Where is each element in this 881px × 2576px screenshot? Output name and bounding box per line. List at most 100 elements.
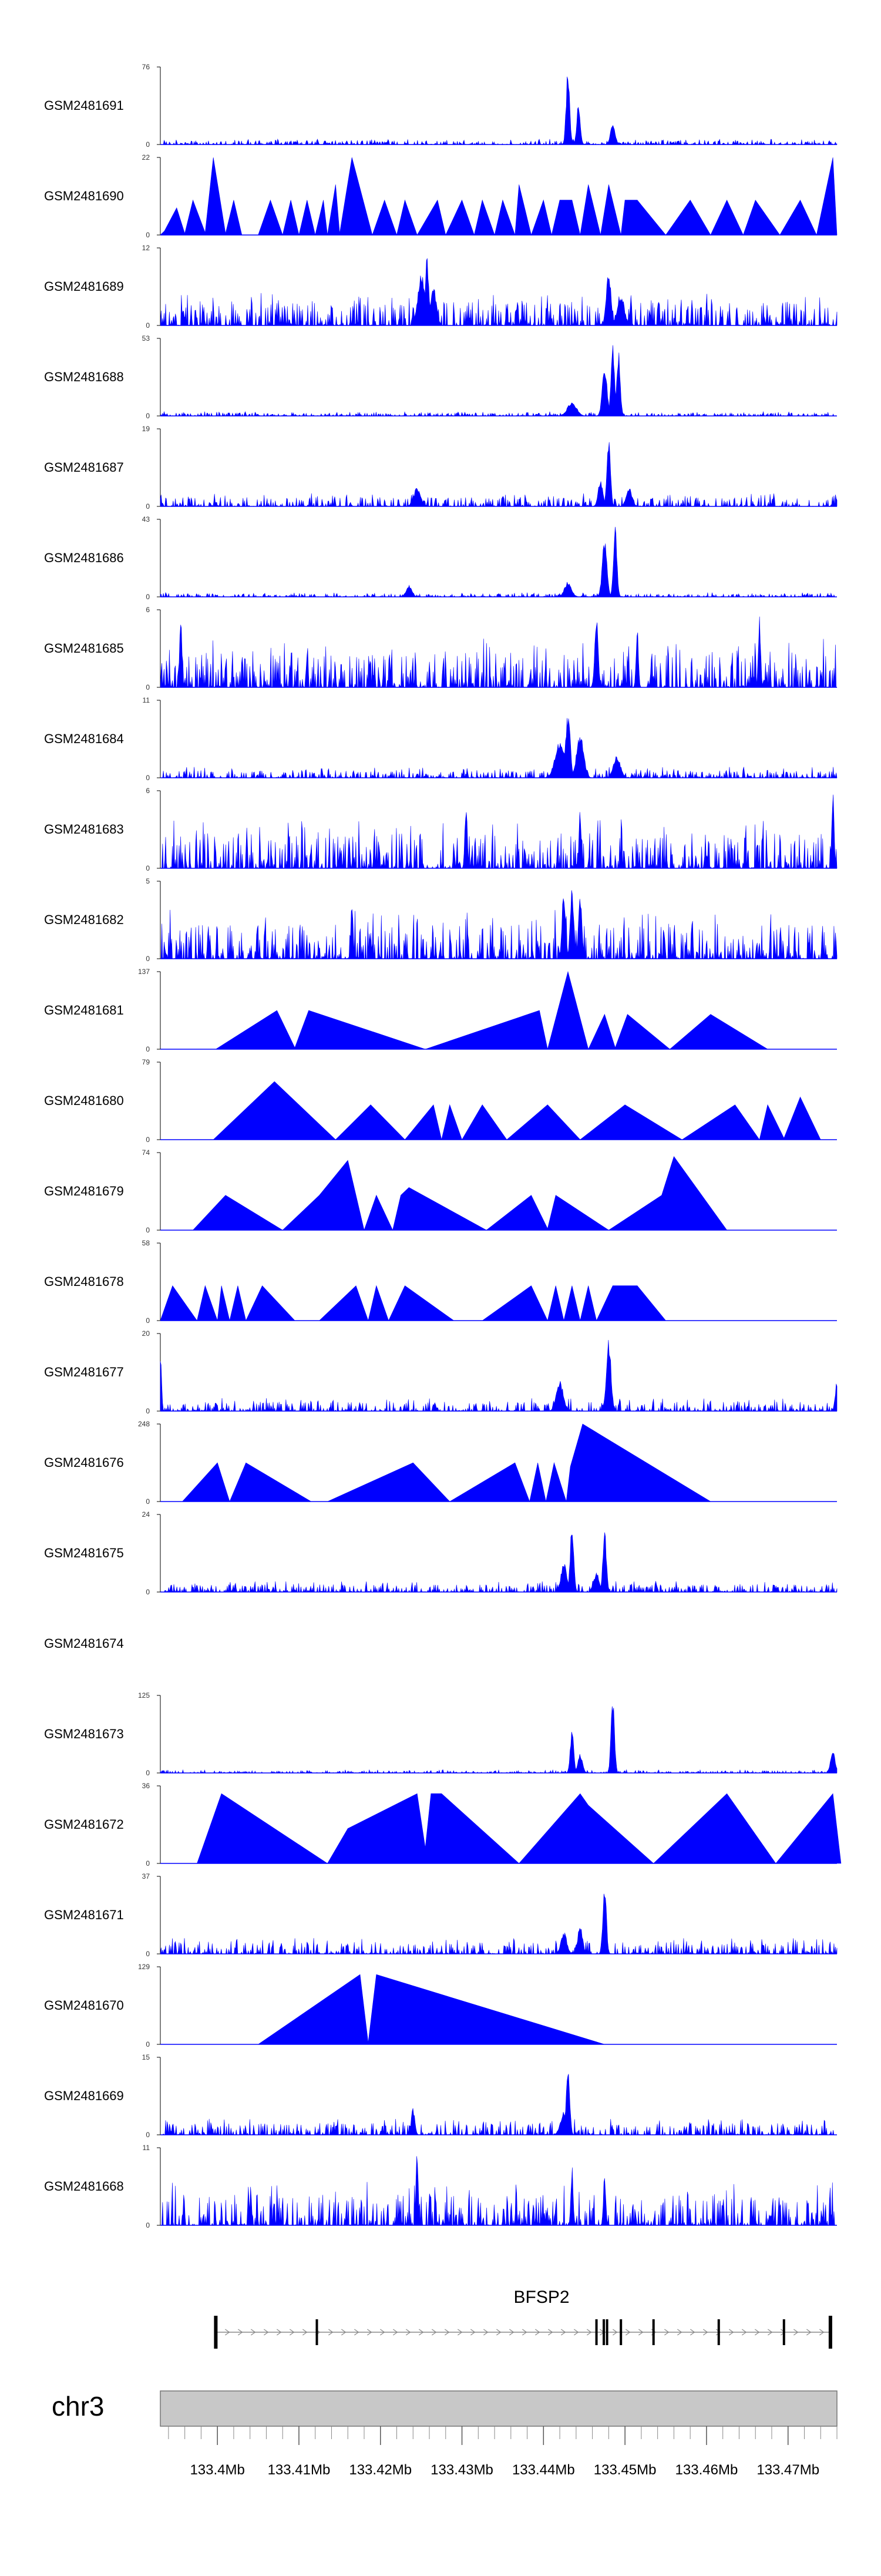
- strand-arrow: [445, 2329, 450, 2336]
- track-label: GSM2481687: [44, 460, 124, 475]
- coverage-area: [257, 1974, 605, 2045]
- track-GSM2481691: GSM2481691 76 0: [44, 63, 838, 149]
- track-GSM2481681: GSM2481681 137 0: [44, 968, 837, 1053]
- track-label: GSM2481673: [44, 1727, 124, 1741]
- y-tick-max-label: 22: [142, 153, 150, 162]
- strand-arrow: [302, 2329, 308, 2336]
- y-tick-min-label: 0: [146, 1950, 150, 1958]
- strand-arrow: [561, 2329, 566, 2336]
- strand-arrow: [277, 2329, 282, 2336]
- track-label: GSM2481691: [44, 98, 124, 113]
- gene-exon: [828, 2316, 832, 2349]
- y-tick-max-label: 20: [142, 1329, 150, 1338]
- strand-arrow: [483, 2329, 489, 2336]
- strand-arrow: [677, 2329, 682, 2336]
- track-GSM2481682: GSM2481682 5 0: [44, 877, 838, 963]
- y-tick-max-label: 11: [143, 696, 150, 704]
- y-tick-min-label: 0: [146, 1045, 150, 1053]
- y-tick-min-label: 0: [146, 412, 150, 420]
- y-tick-max-label: 76: [142, 63, 150, 71]
- strand-arrow: [470, 2329, 476, 2336]
- track-GSM2481673: GSM2481673 125 0: [44, 1691, 838, 1777]
- strand-arrow: [638, 2329, 644, 2336]
- track-GSM2481686: GSM2481686 43 0: [44, 515, 837, 601]
- coverage-area: [160, 258, 838, 327]
- x-tick-label: 133.41Mb: [268, 2462, 331, 2478]
- gene-exon: [717, 2319, 720, 2345]
- track-label: GSM2481672: [44, 1817, 124, 1832]
- track-label: GSM2481676: [44, 1455, 124, 1470]
- y-tick-min-label: 0: [146, 683, 150, 691]
- gene-exon: [603, 2319, 606, 2345]
- y-tick-min-label: 0: [146, 2221, 150, 2229]
- track-label: GSM2481677: [44, 1365, 124, 1379]
- track-label: GSM2481680: [44, 1093, 124, 1108]
- gene-name: BFSP2: [514, 2288, 570, 2307]
- y-tick-min-label: 0: [146, 1497, 150, 1506]
- track-GSM2481677: GSM2481677 20 0: [44, 1329, 838, 1415]
- x-tick-label: 133.4Mb: [190, 2462, 244, 2478]
- coverage-area: [160, 442, 838, 508]
- track-label: GSM2481682: [44, 912, 124, 927]
- coverage-area: [160, 1285, 702, 1322]
- strand-arrow: [354, 2329, 359, 2336]
- track-GSM2481683: GSM2481683 6 0: [44, 787, 838, 872]
- track-label: GSM2481683: [44, 822, 124, 837]
- coverage-area: [160, 616, 838, 688]
- track-label: GSM2481670: [44, 1998, 124, 2013]
- strand-arrow: [406, 2329, 411, 2336]
- gene-exon: [606, 2319, 608, 2345]
- gene-exon: [652, 2319, 655, 2345]
- track-GSM2481671: GSM2481671 37 0: [44, 1872, 838, 1958]
- y-tick-max-label: 79: [142, 1058, 150, 1066]
- y-tick-max-label: 37: [142, 1872, 150, 1880]
- strand-arrow: [664, 2329, 670, 2336]
- genome-axis-track: chr3 133.4Mb 133.41Mb 133.42Mb 133.43Mb 133.4…: [52, 2390, 838, 2478]
- y-tick-min-label: 0: [146, 774, 150, 782]
- strand-arrow: [458, 2329, 463, 2336]
- x-tick-label: 133.44Mb: [512, 2462, 575, 2478]
- coverage-area: [192, 1156, 728, 1231]
- track-GSM2481675: GSM2481675 24 0: [44, 1510, 838, 1596]
- coverage-area: [215, 970, 769, 1050]
- track-GSM2481678: GSM2481678 58 0: [44, 1239, 837, 1325]
- track-label: GSM2481675: [44, 1546, 124, 1560]
- track-GSM2481687: GSM2481687 19 0: [44, 425, 838, 511]
- y-tick-max-label: 137: [138, 968, 150, 976]
- y-tick-min-label: 0: [146, 593, 150, 601]
- coverage-area: [181, 1423, 711, 1503]
- y-tick-min-label: 0: [146, 140, 150, 149]
- strand-arrow: [613, 2329, 618, 2336]
- coverage-area: [160, 157, 838, 236]
- coverage-area: [160, 345, 837, 417]
- y-tick-min-label: 0: [146, 1316, 150, 1325]
- track-GSM2481679: GSM2481679 74 0: [44, 1148, 837, 1234]
- y-tick-max-label: 36: [142, 1782, 150, 1790]
- track-label: GSM2481686: [44, 550, 124, 565]
- coverage-area: [160, 718, 838, 779]
- chromosome-label: chr3: [52, 2391, 104, 2421]
- strand-arrow: [393, 2329, 398, 2336]
- track-label: GSM2481688: [44, 370, 124, 384]
- strand-arrow: [729, 2329, 734, 2336]
- coverage-area: [160, 1706, 838, 1774]
- track-GSM2481680: GSM2481680 79 0: [44, 1058, 837, 1144]
- x-tick-label: 133.47Mb: [756, 2462, 819, 2478]
- coverage-area: [160, 526, 837, 598]
- strand-arrow: [264, 2329, 269, 2336]
- track-label: GSM2481681: [44, 1003, 124, 1017]
- y-tick-min-label: 0: [146, 955, 150, 963]
- y-tick-max-label: 24: [142, 1510, 150, 1519]
- strand-arrow: [522, 2329, 527, 2336]
- track-GSM2481684: GSM2481684 11 0: [44, 696, 838, 782]
- strand-arrow: [793, 2329, 799, 2336]
- strand-arrow: [380, 2329, 385, 2336]
- x-tick-label: 133.42Mb: [349, 2462, 412, 2478]
- y-tick-max-label: 6: [146, 787, 150, 795]
- coverage-area: [160, 2074, 837, 2136]
- y-tick-min-label: 0: [146, 864, 150, 872]
- y-tick-min-label: 0: [146, 502, 150, 511]
- track-GSM2481688: GSM2481688 53 0: [44, 334, 837, 420]
- y-tick-max-label: 58: [142, 1239, 150, 1247]
- track-GSM2481689: GSM2481689 12 0: [44, 244, 838, 330]
